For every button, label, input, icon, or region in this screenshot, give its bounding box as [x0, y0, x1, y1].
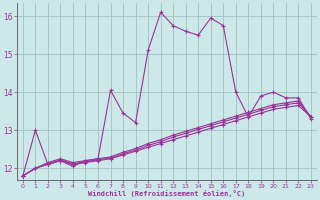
X-axis label: Windchill (Refroidissement éolien,°C): Windchill (Refroidissement éolien,°C) [88, 190, 245, 197]
